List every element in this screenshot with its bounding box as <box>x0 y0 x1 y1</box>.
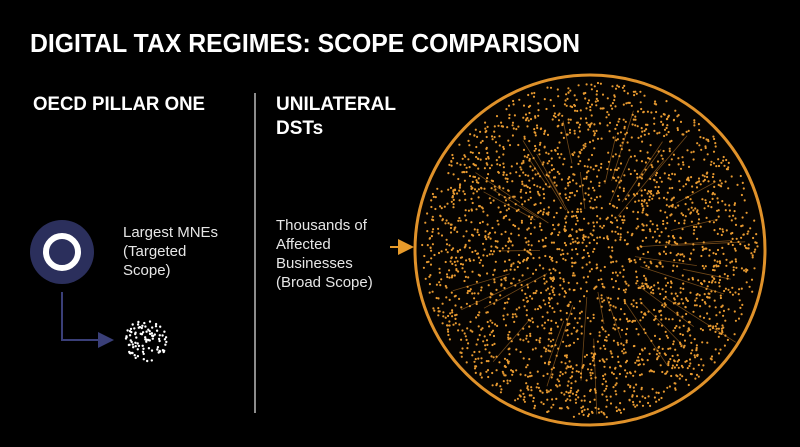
text-line: Businesses <box>276 255 353 272</box>
right-heading: UNILATERAL DSTs <box>276 94 396 139</box>
title: DIGITAL TAX REGIMES: SCOPE COMPARISON <box>30 28 580 58</box>
broad-scope-circle <box>413 73 767 427</box>
text-line: Affected <box>276 236 331 253</box>
left-heading: OECD PILLAR ONE <box>33 94 205 115</box>
text-line: (Broad Scope) <box>276 274 373 291</box>
connector-arrow <box>61 292 114 348</box>
text-line: UNILATERAL <box>276 94 396 115</box>
text-line: Thousands of <box>276 217 368 234</box>
text-line: Largest MNEs <box>123 224 218 241</box>
mne-icon <box>30 220 94 284</box>
large-dot-cluster <box>421 81 759 419</box>
text-line: Scope) <box>123 262 171 279</box>
right-label: Thousands of Affected Businesses (Broad Sco… <box>276 217 373 291</box>
left-label: Largest MNEs (Targeted Scope) <box>123 224 218 279</box>
text-line: (Targeted <box>123 243 186 260</box>
mne-icon-ring <box>43 233 81 271</box>
streaks <box>452 110 746 415</box>
text-line: DSTs <box>276 118 323 139</box>
small-dot-cluster <box>124 320 168 363</box>
